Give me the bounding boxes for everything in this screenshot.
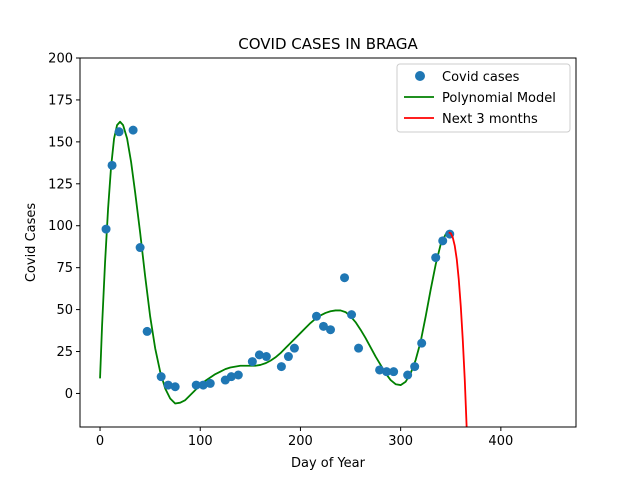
x-tick-label: 400	[488, 434, 513, 449]
x-tick-label: 0	[96, 434, 104, 449]
covid-case-point	[247, 357, 257, 367]
covid-case-point	[114, 127, 124, 137]
x-tick-label: 100	[188, 434, 213, 449]
y-tick-label: 0	[65, 387, 73, 402]
legend-label-next-3-months: Next 3 months	[442, 112, 538, 127]
covid-case-point	[283, 352, 293, 362]
y-tick-label: 50	[56, 303, 73, 318]
covid-case-point	[347, 310, 357, 320]
covid-case-point	[254, 350, 264, 360]
covid-case-point	[198, 380, 208, 390]
covid-case-point	[417, 338, 427, 348]
y-tick-label: 175	[48, 93, 73, 108]
x-tick-label: 200	[288, 434, 313, 449]
covid-case-point	[382, 367, 392, 377]
covid-case-point	[170, 382, 180, 392]
covid-case-point	[375, 365, 385, 375]
covid-case-point	[156, 372, 166, 382]
legend-label-covid-cases: Covid cases	[442, 70, 520, 85]
legend: Covid cases Polynomial Model Next 3 mont…	[396, 63, 571, 133]
y-tick-label: 200	[48, 52, 73, 67]
covid-case-point	[191, 380, 201, 390]
legend-box	[396, 63, 571, 133]
covid-case-point	[403, 370, 413, 380]
covid-case-point	[233, 370, 243, 380]
legend-label-polynomial-model: Polynomial Model	[442, 91, 556, 106]
covid-case-point	[289, 343, 299, 353]
covid-case-point	[431, 253, 441, 263]
covid-case-point	[261, 352, 271, 362]
chart-title: COVID CASES IN BRAGA	[238, 35, 418, 53]
y-tick-label: 150	[48, 135, 73, 150]
covid-case-point	[226, 372, 236, 382]
x-axis: 0 100 200 300 400	[96, 427, 513, 449]
y-tick-label: 75	[56, 261, 73, 276]
plot-frame	[79, 57, 577, 428]
covid-case-point	[318, 321, 328, 331]
covid-case-point	[326, 325, 336, 335]
y-axis: 0 25 50 75 100 125 150 175 200	[48, 52, 80, 402]
covid-case-point	[107, 160, 117, 170]
covid-case-point	[354, 343, 364, 353]
covid-case-point	[340, 273, 350, 283]
plot-area	[99, 120, 468, 427]
x-axis-label: Day of Year	[291, 456, 366, 471]
covid-case-point	[142, 326, 152, 336]
y-tick-label: 125	[48, 177, 73, 192]
covid-case-point	[311, 311, 321, 321]
x-tick-label: 300	[388, 434, 413, 449]
legend-marker-covid-cases	[415, 71, 425, 81]
next-3-months-line	[448, 231, 468, 427]
covid-case-point	[410, 362, 420, 372]
covid-case-point	[205, 378, 215, 388]
covid-case-point	[101, 224, 111, 234]
y-tick-label: 100	[48, 219, 73, 234]
y-axis-label: Covid Cases	[24, 203, 39, 283]
covid-case-point	[163, 380, 173, 390]
covid-case-point	[276, 362, 286, 372]
covid-case-point	[438, 236, 448, 246]
covid-case-point	[128, 125, 138, 135]
y-tick-label: 25	[56, 345, 73, 360]
covid-case-point	[389, 367, 399, 377]
covid-case-point	[135, 243, 145, 253]
